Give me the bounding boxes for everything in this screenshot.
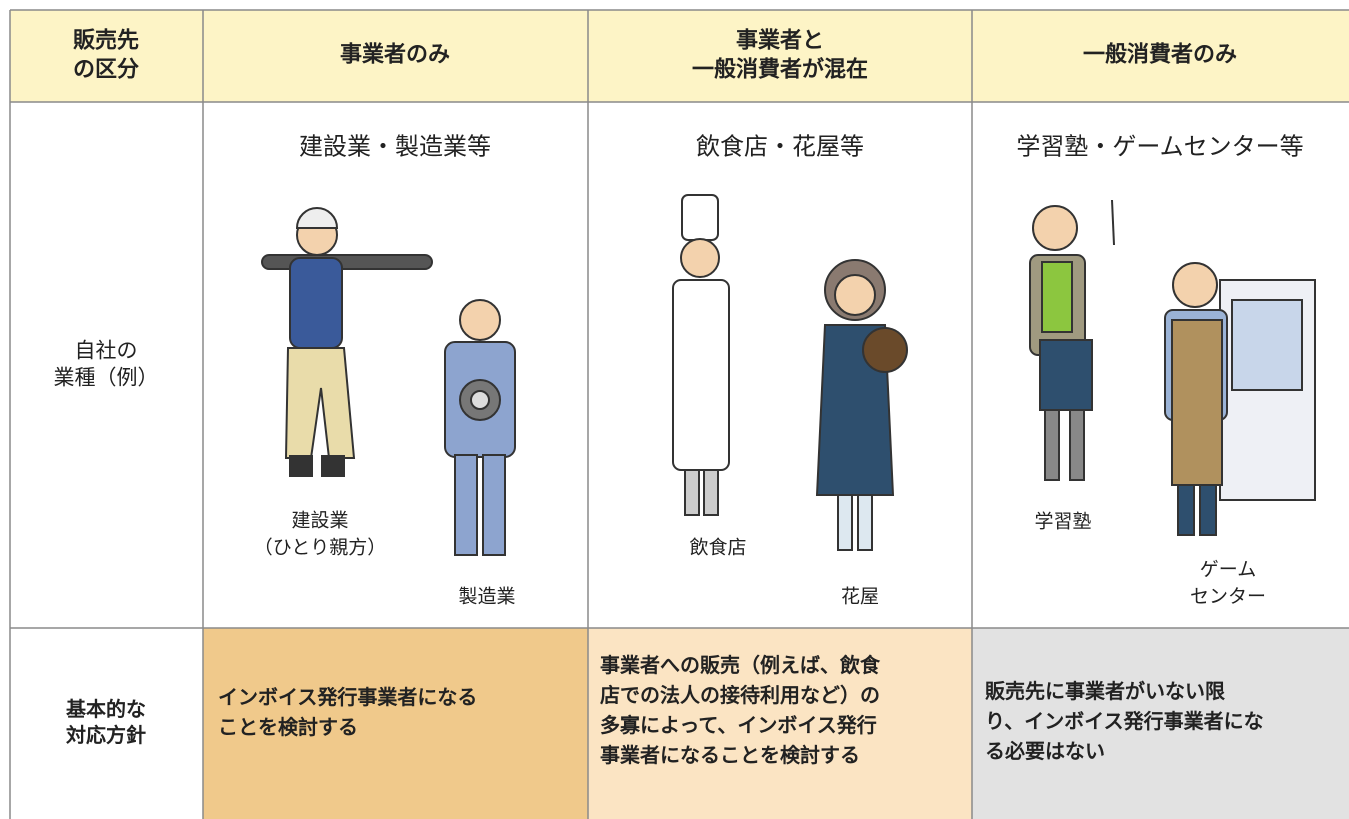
header-cell: 事業者のみ (340, 42, 450, 71)
text-line: 販売先に事業者がいない限 (985, 679, 1225, 703)
text-line: 対応方針 (66, 723, 146, 747)
figure-label: 建設業 （ひとり親方） (254, 507, 386, 560)
policy-bg (588, 628, 972, 819)
policy-bg (972, 628, 1349, 819)
header-bg (10, 10, 1349, 102)
header-cell: 一般消費者のみ (1083, 42, 1237, 71)
text-line: 一般消費者が混在 (691, 57, 869, 82)
row-label: 自社の業種（例） (54, 338, 159, 393)
policy-cell: 販売先に事業者がいない限り、インボイス発行事業者にな る必要はない (985, 676, 1264, 766)
industry-title: 飲食店・花屋等 (696, 132, 864, 161)
text-line: 学習塾 (1034, 510, 1092, 533)
text-line: 飲食店 (689, 536, 747, 559)
figure-label: 花屋 (841, 584, 879, 611)
text-line: 事業者になることを検討する (600, 743, 860, 767)
text-line: ことを検討する (218, 715, 358, 739)
text-line: インボイス発行事業者になる (218, 685, 478, 709)
text-line: 事業者と (735, 28, 825, 54)
text-line: 業種（例） (53, 366, 159, 390)
industry-title: 建設業・製造業等 (299, 132, 491, 161)
figure-label: 製造業 (458, 584, 515, 611)
industry-title: 学習塾・ゲームセンター等 (1016, 132, 1304, 161)
text-line: 事業者のみ (339, 42, 451, 68)
text-line: 製造業 (458, 585, 516, 608)
policy-bg (203, 628, 588, 819)
text-line: （ひとり親方） (253, 536, 387, 558)
text-line: 花屋 (840, 585, 880, 608)
text-line: ゲーム (1199, 558, 1257, 581)
text-line: センター (1189, 585, 1267, 607)
text-line: の区分 (72, 57, 140, 82)
figure-label: ゲーム センター (1190, 556, 1266, 609)
policy-cell: 事業者への販売（例えば、飲食 店での法人の接待利用など）の 多寡によって、インボイス… (600, 650, 880, 770)
text-line: る必要はない (985, 739, 1105, 763)
figure-label: 学習塾 (1034, 509, 1091, 536)
text-line: 建設業 (291, 509, 349, 532)
text-line: り、インボイス発行事業者にな (985, 709, 1264, 733)
illustration (261, 194, 1316, 556)
text-line: 事業者への販売（例えば、飲食 (600, 653, 880, 677)
text-line: 店での法人の接待利用など）の (600, 683, 880, 707)
policy-cell: インボイス発行事業者になる ことを検討する (218, 682, 477, 742)
text-line: 基本的な (66, 697, 146, 721)
header-cell: 事業者と一般消費者が混在 (692, 27, 868, 84)
text-line: 一般消費者のみ (1082, 42, 1238, 68)
header-cell: 販売先 の区分 (73, 27, 139, 84)
text-line: 多寡によって、インボイス発行 (600, 713, 877, 737)
row-label: 基本的な 対応方針 (66, 696, 146, 748)
text-line: 販売先 (72, 28, 140, 54)
text-line: 自社の (74, 338, 138, 363)
figure-label: 飲食店 (689, 535, 746, 562)
